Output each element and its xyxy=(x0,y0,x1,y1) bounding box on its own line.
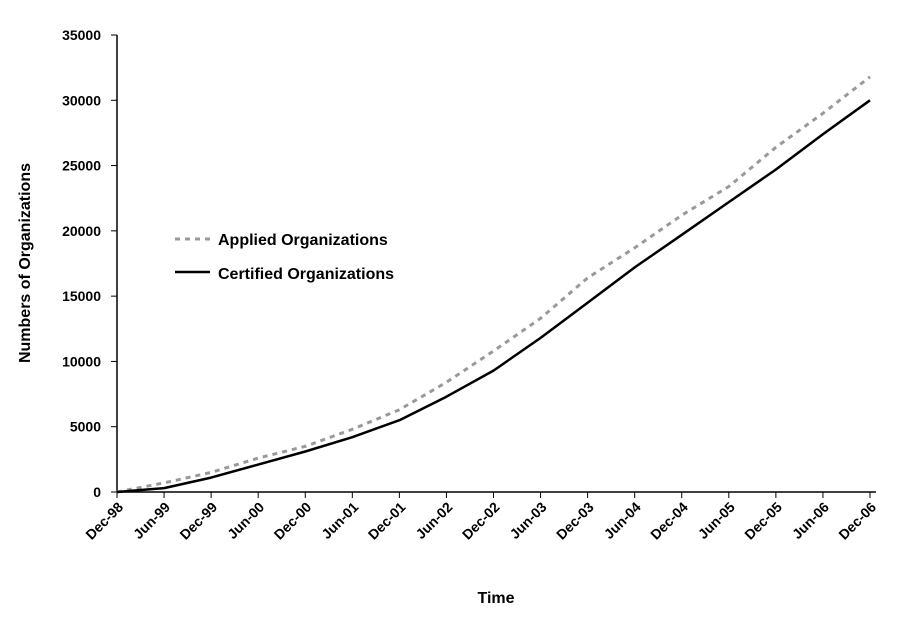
x-tick-label: Dec-99 xyxy=(176,499,220,543)
y-axis-title: Numbers of Organizations xyxy=(17,163,34,363)
series-line-certified xyxy=(116,99,871,494)
x-tick-label: Jun-00 xyxy=(224,499,267,542)
y-axis: 0 5000 10000 15000 20000 25000 30000 35000 xyxy=(62,27,118,500)
x-tick-label: Dec-05 xyxy=(741,499,785,543)
legend-label-applied: Applied Organizations xyxy=(218,232,388,249)
x-tick-label: Jun-01 xyxy=(318,499,361,542)
y-tick-label: 10000 xyxy=(62,353,101,369)
y-tick-label: 35000 xyxy=(62,27,101,43)
y-tick-label: 20000 xyxy=(62,223,101,239)
legend-label-certified: Certified Organizations xyxy=(218,266,394,283)
x-tick-label: Jun-06 xyxy=(789,499,832,542)
x-tick-label: Jun-05 xyxy=(695,499,738,542)
x-tick-label: Jun-04 xyxy=(601,499,644,542)
y-tick-label: 30000 xyxy=(62,92,101,108)
y-tick-label: 25000 xyxy=(62,158,101,174)
x-axis-title: Time xyxy=(477,590,514,607)
x-tick-label: Dec-01 xyxy=(365,499,409,543)
y-tick-label: 5000 xyxy=(70,419,101,435)
legend: Applied Organizations Certified Organiza… xyxy=(175,232,394,283)
y-tick-label: 15000 xyxy=(62,288,101,304)
series-line-applied xyxy=(116,75,871,494)
x-axis: Dec-98 Jun-99 Dec-99 Jun-00 Dec-00 Jun-01 Dec-… xyxy=(82,491,879,543)
x-tick-label: Dec-03 xyxy=(553,499,597,543)
x-tick-label: Jun-03 xyxy=(506,499,549,542)
x-tick-label: Dec-02 xyxy=(459,499,503,543)
x-tick-label: Dec-00 xyxy=(271,499,315,543)
y-tick-label: 0 xyxy=(93,484,101,500)
x-tick-label: Dec-06 xyxy=(835,499,879,543)
x-tick-label: Dec-04 xyxy=(647,499,691,543)
x-tick-label: Jun-02 xyxy=(412,499,455,542)
x-tick-label: Jun-99 xyxy=(130,499,173,542)
x-tick-label: Dec-98 xyxy=(82,499,126,543)
series-layer xyxy=(116,75,871,494)
